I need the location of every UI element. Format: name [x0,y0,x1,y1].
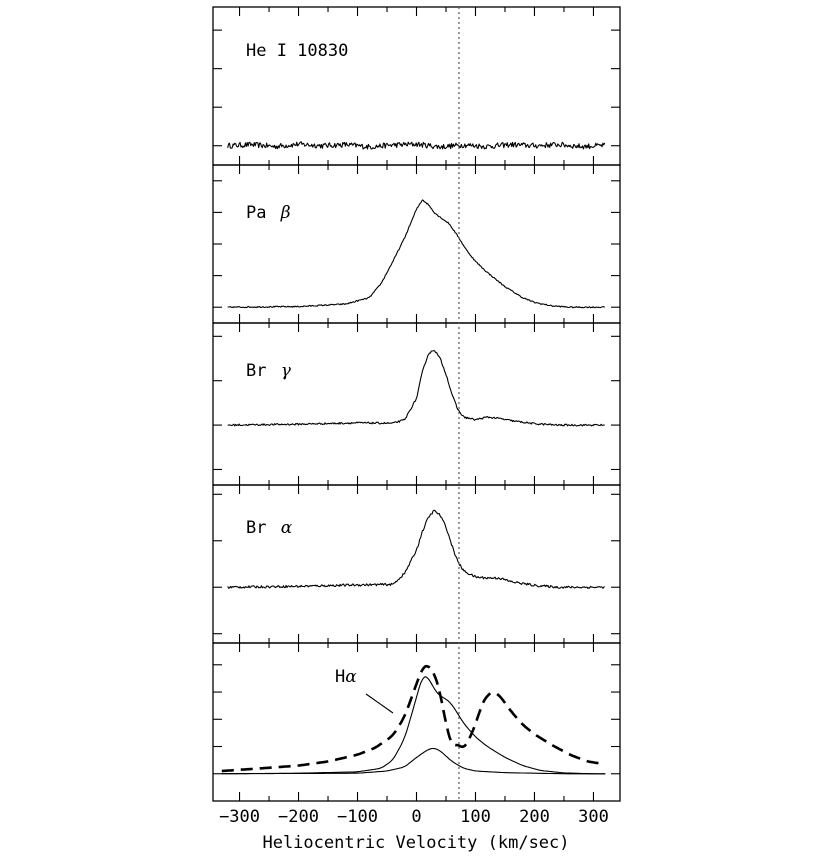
panel-label: Br α [246,518,293,538]
series-line-1 [227,509,606,589]
panel-label-text: Br [246,361,277,381]
x-tick-label: −100 [337,807,378,827]
x-tick-label: 100 [460,807,491,827]
panel-label-greek: γ [281,361,292,381]
panel-label-text: H [335,667,345,687]
x-axis-label: Heliocentric Velocity (km/sec) [262,833,569,853]
panel-label: He I 10830 [246,41,348,61]
x-tick-label: 300 [578,807,609,827]
panel-label: Pa β [246,203,291,223]
panel-label: Br γ [246,361,292,381]
panel-1: He I 10830 [212,6,621,166]
x-tick-label: −300 [219,807,260,827]
panel-label-text: Br [246,518,277,538]
x-tick-label: −200 [278,807,319,827]
panel-frame [212,484,621,644]
series-line-1 [227,141,606,150]
panel-5: Hα [212,642,621,802]
series-line-3 [221,747,606,775]
x-tick-label: 0 [411,807,421,827]
panel-frame [212,322,621,486]
halpha-pointer-line [365,693,394,714]
x-tick-label: 200 [519,807,550,827]
panel-frame [212,6,621,166]
series-line-1 [227,199,606,309]
panel-label-greek: β [280,203,291,223]
series-line-1 [221,664,606,773]
panel-frame [212,164,621,324]
panel-label-text: He I 10830 [246,41,348,61]
panel-2: Pa β [212,164,621,324]
panel-label-text: Pa [246,203,277,223]
panel-frame [212,642,621,802]
panel-label: Hα [335,667,357,687]
panel-4: Br α [212,484,621,644]
series-line-1 [227,350,605,427]
panel-label-greek: α [345,667,357,687]
x-axis: −300 −200 −100 0 100 200 300 [219,807,609,827]
panel-label-greek: α [281,518,293,538]
panel-3: Br γ [212,322,621,486]
